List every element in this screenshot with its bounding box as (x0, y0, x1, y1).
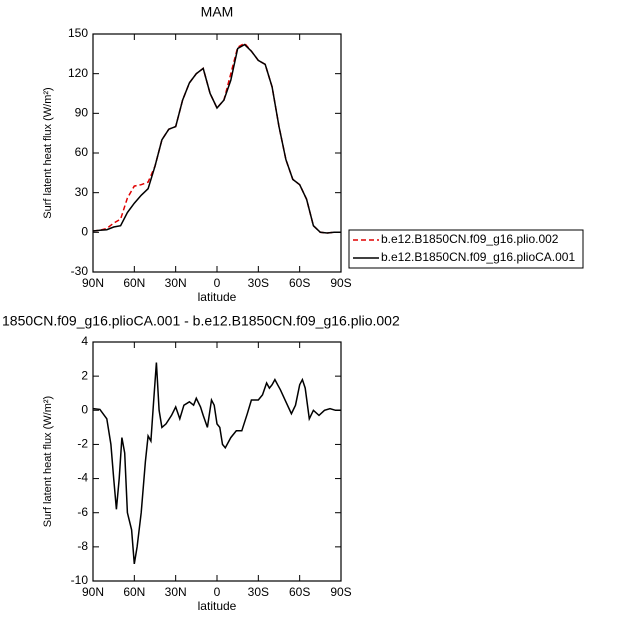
y-tick-label: 150 (68, 26, 88, 40)
x-axis-label: latitude (198, 599, 237, 613)
x-tick-label: 30S (248, 585, 269, 599)
x-tick-label: 60S (289, 276, 310, 290)
x-tick-label: 30N (165, 276, 187, 290)
y-tick-label: 2 (81, 368, 88, 382)
x-tick-label: 90N (82, 276, 104, 290)
x-tick-label: 60S (289, 585, 310, 599)
x-tick-label: 30S (248, 276, 269, 290)
y-tick-label: -4 (77, 471, 88, 485)
series-line (92, 43, 341, 234)
y-tick-label: -30 (71, 264, 89, 278)
x-tick-label: 30N (165, 585, 187, 599)
series-line (92, 362, 341, 565)
x-tick-label: 90S (330, 585, 351, 599)
chart-title: MAM (201, 4, 234, 20)
x-axis-label: latitude (198, 290, 237, 304)
y-axis-label: Surf latent heat flux (W/m²) (42, 396, 54, 527)
x-tick-label: 0 (214, 585, 221, 599)
y-axis-label: Surf latent heat flux (W/m²) (42, 87, 54, 218)
y-tick-label: 30 (75, 185, 89, 199)
x-tick-label: 0 (214, 276, 221, 290)
x-tick-label: 60N (123, 585, 145, 599)
legend-label: b.e12.B1850CN.f09_g16.plioCA.001 (381, 250, 575, 264)
y-tick-label: 0 (81, 402, 88, 416)
y-tick-label: 4 (81, 334, 88, 348)
plot-frame (92, 33, 342, 273)
legend-box (348, 229, 584, 269)
y-tick-label: -6 (77, 505, 88, 519)
y-tick-label: -2 (77, 437, 88, 451)
y-tick-label: 120 (68, 66, 88, 80)
y-tick-label: -10 (71, 573, 89, 587)
x-tick-label: 60N (123, 276, 145, 290)
y-tick-label: -8 (77, 539, 88, 553)
legend-label: b.e12.B1850CN.f09_g16.plio.002 (381, 232, 559, 246)
y-tick-label: 90 (75, 106, 89, 120)
x-tick-label: 90N (82, 585, 104, 599)
plot-frame (92, 341, 342, 582)
chart-title: 1850CN.f09_g16.plioCA.001 - b.e12.B1850C… (2, 313, 400, 329)
y-tick-label: 60 (75, 145, 89, 159)
x-tick-label: 90S (330, 276, 351, 290)
series-line (92, 42, 341, 234)
y-tick-label: 0 (81, 225, 88, 239)
